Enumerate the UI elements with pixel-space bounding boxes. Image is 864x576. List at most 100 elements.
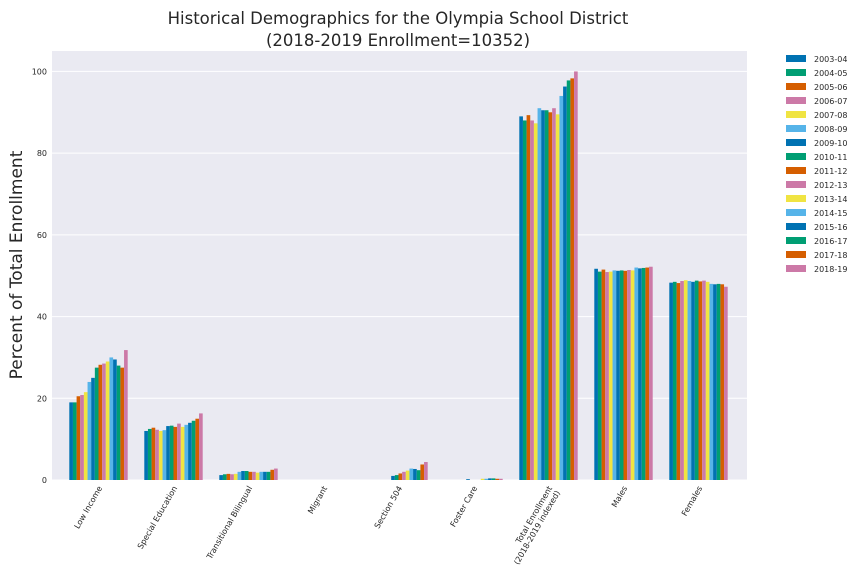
bar [180,426,185,480]
bar [499,478,503,480]
bar [555,114,560,480]
bar [683,280,688,480]
bar [544,110,549,480]
bar [519,116,523,480]
legend-swatch [786,55,806,62]
bar [155,429,159,480]
bar [405,470,410,480]
bar [76,396,81,480]
x-tick-label: Females [680,485,704,518]
bar [466,479,470,480]
bar [222,474,227,480]
y-axis-label: Percent of Total Enrollment [7,150,27,379]
bar [398,473,403,480]
y-tick-label: 60 [37,231,47,240]
bar [563,86,567,480]
bar [691,281,695,480]
legend-label: 2003-04 [814,55,847,64]
bar [705,281,710,480]
legend-swatch [786,97,806,104]
bar [169,425,174,480]
bar [248,471,253,480]
bar [263,471,267,480]
legend-label: 2012-13 [814,181,847,190]
bar [522,120,527,480]
y-tick-label: 20 [37,394,47,403]
bar [533,123,538,481]
x-tick-label: Low Income [73,484,105,530]
bar [259,471,264,480]
bar [709,283,714,480]
bar [147,428,152,480]
bar [548,112,553,481]
bar [627,269,631,480]
legend-swatch [786,237,806,244]
bar [676,283,681,480]
bars [69,71,728,481]
bar [191,420,196,480]
bar [80,395,84,480]
bar [630,270,635,480]
bar [91,377,95,480]
bar [559,95,564,480]
bar [124,350,128,480]
bar [402,471,406,480]
bar [120,367,125,480]
bar [526,115,531,480]
bar [424,462,428,480]
bar [605,272,609,480]
y-tick-label: 0 [42,476,47,485]
bar [698,281,703,480]
bar [219,475,223,480]
legend-label: 2010-11 [814,153,847,162]
bar [634,267,639,480]
bar [484,478,489,480]
bar [537,108,542,480]
legend-swatch [786,251,806,258]
bar [530,120,534,480]
bar [570,78,575,481]
bar [724,286,728,480]
bar [270,469,275,480]
bar [69,402,73,480]
bar [241,471,245,480]
bar [195,418,200,480]
legend-label: 2011-12 [814,167,847,176]
bar [184,424,189,480]
x-tick-label: Section 504 [373,485,405,531]
bar [274,468,278,480]
bar [166,426,170,480]
legend-label: 2005-06 [814,83,847,92]
bar [413,468,417,480]
bar [116,365,121,480]
bar [574,71,578,480]
bar [173,426,178,480]
legend-swatch [786,209,806,216]
chart-title-line2: (2018-2019 Enrollment=10352) [266,31,530,50]
bar [252,471,256,480]
bar [488,478,492,480]
bar [694,280,699,480]
bar [109,357,114,480]
legend-swatch [786,223,806,230]
bar [720,284,725,480]
bar [680,281,684,480]
bar [597,271,602,480]
bar [594,268,598,480]
bar [158,430,163,480]
bar [480,478,485,480]
x-tick-label: Special Education [136,485,179,551]
bar [619,270,624,480]
bar [113,359,117,480]
bar [144,430,148,480]
legend-swatch [786,167,806,174]
bar [177,423,181,480]
bar [266,471,271,480]
legend-label: 2013-14 [814,195,847,204]
y-tick-label: 100 [32,67,47,76]
bar [87,381,92,480]
bar [199,413,203,480]
y-tick-label: 80 [37,149,47,158]
x-tick-label: Total Enrollment(2018-2019 indexed) [504,485,562,567]
